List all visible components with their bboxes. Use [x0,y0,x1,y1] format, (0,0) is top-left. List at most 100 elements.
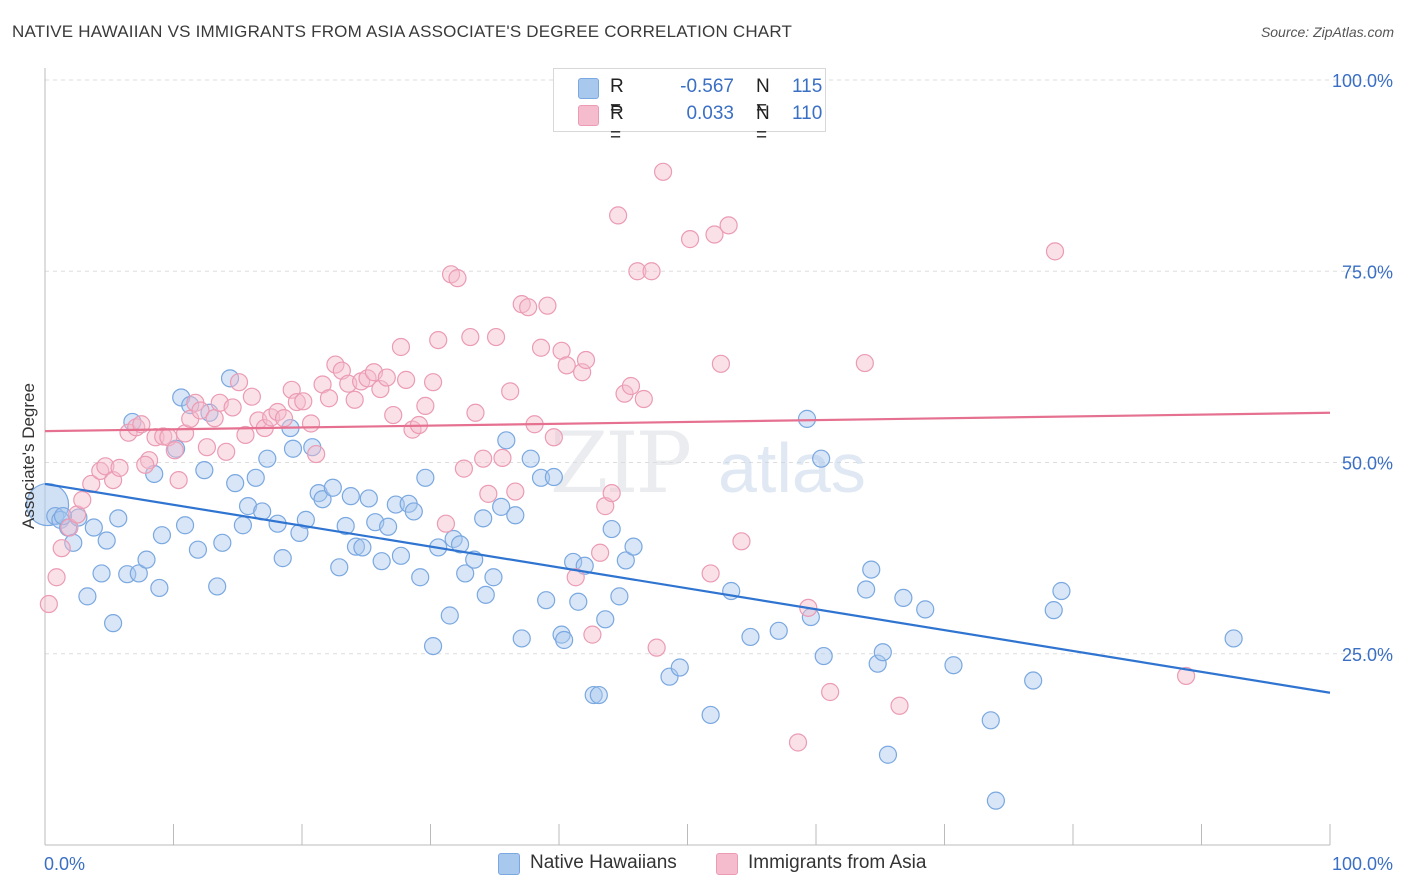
y-tick-label: 75.0% [1342,262,1393,282]
immigrant-asia-point [73,490,92,510]
immigrant-asia-point [493,448,512,468]
native-hawaiian-point [894,588,913,608]
immigrant-asia-point [653,162,673,181]
native-hawaiian-point [986,791,1006,810]
legend-swatch-pink [578,105,599,126]
native-hawaiian-point [152,526,172,545]
immigrant-asia-point [647,638,666,657]
immigrant-asia-point [634,389,653,409]
native-hawaiian-point [64,533,83,552]
immigrant-asia-point [576,350,596,370]
immigrant-asia-point [96,457,115,476]
y-tick-label: 100.0% [1332,71,1393,91]
native-hawaiian-point [175,516,195,535]
native-hawaiian-point [862,560,881,579]
immigrant-asia-point [609,206,628,225]
native-hawaiian-point [246,468,265,487]
legend-swatch-blue [578,78,599,99]
immigrant-asia-point [52,539,71,558]
watermark-text: ZIP [550,414,690,512]
immigrant-asia-point [461,327,480,347]
immigrant-asia-point [169,470,188,490]
native-hawaiian-point [878,745,898,764]
legend-r-label: R = [610,76,624,119]
native-hawaiian-point [78,587,97,606]
native-hawaiian-point [341,487,360,506]
native-hawaiian-point [238,497,258,516]
native-hawaiian-point [981,711,1000,730]
x-tick-label: 100.0% [1332,854,1393,874]
source-credit: Source: ZipAtlas.com [1260,24,1394,40]
immigrant-asia-point [345,390,364,409]
native-hawaiian-point [323,478,342,497]
native-hawaiian-point [109,509,128,528]
native-hawaiian-point [512,629,531,648]
native-hawaiian-point [1024,671,1043,690]
native-hawaiian-point [1224,629,1243,648]
immigrant-asia-point [223,398,242,417]
bottom-legend-label: Native Hawaiians [530,852,677,873]
native-hawaiian-point [411,568,430,587]
native-hawaiian-point [404,502,423,521]
legend-n-value: 110 [792,103,823,124]
immigrant-asia-point [229,373,249,392]
legend-r-value: -0.567 [680,76,734,97]
immigrant-asia-point [307,444,326,464]
native-hawaiian-point [220,369,240,388]
native-hawaiian-point [497,431,516,450]
immigrant-asia-point [416,396,435,415]
native-hawaiian-point [670,658,689,677]
tick-labels: 25.0% 50.0% 75.0% 100.0% 0.0% 100.0% Associate… [19,71,1393,874]
immigrant-asia-point [566,568,585,587]
immigrant-asia-point [274,409,294,428]
native-hawaiian-point [150,578,169,598]
immigrant-asia-point [47,568,66,587]
immigrant-asia-point [821,682,840,702]
native-hawaiian-point [69,508,88,527]
native-hawaiian-point [1044,601,1063,620]
immigrant-asia-point [110,458,129,477]
series-immigrants-from-asia [39,162,1196,752]
native-hawaiian-point [104,614,123,633]
trend-lines [44,411,1331,694]
immigrant-asia-point [287,392,306,412]
immigrant-asia-point [466,403,485,422]
native-hawaiian-point [283,439,303,458]
immigrant-asia-point [705,225,724,244]
immigrant-asia-point [591,543,610,562]
legend-r-label: R = [610,103,624,146]
bottom-legend-label: Immigrants from Asia [748,852,927,873]
native-hawaiian-point [208,577,227,596]
immigrant-asia-point [301,414,321,433]
native-hawaiian-point [531,468,551,487]
native-hawaiian-point [484,568,503,587]
native-hawaiian-point [569,592,588,611]
native-hawaiian-point [53,506,73,526]
native-hawaiian-point [440,606,459,625]
immigrant-asia-point [396,370,416,389]
native-hawaiian-point [944,656,963,675]
immigrant-asia-point [531,338,551,357]
immigrant-asia-point [436,514,456,533]
immigrant-asia-point [701,564,720,583]
native-hawaiian-point [359,489,378,508]
native-hawaiian-point [378,517,398,536]
trend-line-immigrants-from-asia [44,411,1331,433]
immigrant-asia-point [371,379,390,399]
immigrant-asia-point [391,337,411,357]
native-hawaiian-point [476,585,495,604]
bottom-legend-swatch-pink [716,853,738,875]
immigrant-asia-point [205,409,224,428]
immigrant-asia-point [217,442,236,461]
native-hawaiian-point [273,549,292,568]
native-hawaiian-point [233,516,252,535]
native-hawaiian-point [701,705,720,725]
immigrant-asia-point [506,482,525,501]
native-hawaiian-point [555,630,574,650]
native-hawaiian-point [195,461,214,480]
native-hawaiian-point [492,497,511,516]
legend-n-label: N = [756,103,770,146]
axes [44,68,1331,846]
native-hawaiian-point [129,564,148,583]
immigrant-asia-point [154,427,173,446]
